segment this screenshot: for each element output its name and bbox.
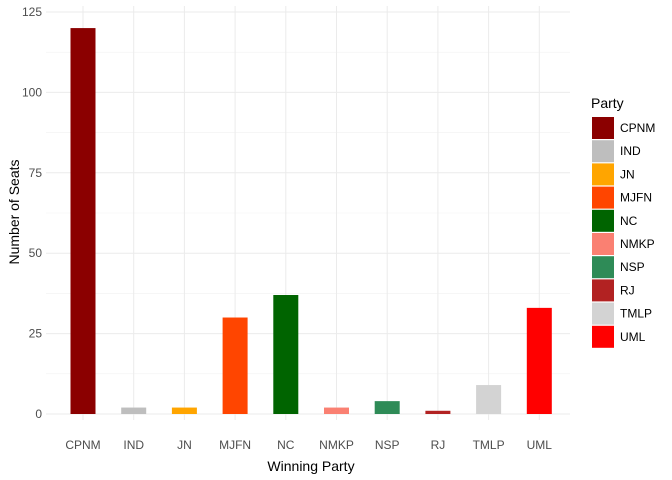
legend-label: NC	[620, 214, 638, 228]
y-tick-label: 125	[22, 5, 42, 19]
legend-key-uml	[592, 325, 614, 348]
legend-label: UML	[620, 330, 646, 344]
gridlines	[46, 6, 570, 420]
x-axis-tick-labels: CPNM IND JN MJFN NC NMKP NSP RJ TMLP UML	[65, 438, 552, 452]
bar-jn	[171, 407, 197, 414]
legend-key-ind	[592, 140, 614, 163]
legend-key-mjfn	[592, 186, 614, 209]
legend-key-nc	[592, 209, 614, 232]
bar-nc	[273, 295, 299, 414]
bar-nmkp	[324, 407, 349, 414]
x-tick-label: CPNM	[65, 438, 100, 452]
legend-label: CPNM	[620, 121, 655, 135]
x-tick-label: NSP	[375, 438, 400, 452]
bar-uml	[526, 307, 552, 414]
legend-key-nmkp	[592, 233, 614, 255]
bar-nsp	[374, 401, 400, 414]
legend: Party CPNM IND JN MJFN NC NMKP NSP RJ TMLP UML	[591, 95, 655, 348]
x-tick-label: NMKP	[319, 438, 354, 452]
legend-key-rj	[592, 279, 614, 302]
bar-ind	[121, 407, 147, 414]
x-axis-title: Winning Party	[267, 458, 354, 474]
y-tick-label: 0	[35, 407, 42, 421]
legend-title: Party	[591, 95, 624, 111]
legend-key-nsp	[592, 256, 614, 279]
y-tick-label: 50	[29, 246, 43, 260]
y-tick-label: 25	[29, 327, 43, 341]
legend-label: IND	[620, 144, 641, 158]
legend-label: MJFN	[620, 191, 652, 205]
y-axis-title: Number of Seats	[6, 159, 22, 264]
y-axis-tick-labels: 0 25 50 75 100 125	[22, 5, 42, 421]
bar-cpnm	[70, 28, 96, 415]
x-tick-label: JN	[177, 438, 192, 452]
x-tick-label: IND	[123, 438, 144, 452]
legend-label: JN	[620, 167, 635, 181]
x-tick-label: MJFN	[219, 438, 251, 452]
bar-tmlp	[476, 385, 502, 414]
y-tick-label: 100	[22, 85, 42, 99]
legend-label: TMLP	[620, 307, 652, 321]
bar-rj	[425, 410, 451, 414]
y-tick-label: 75	[29, 166, 43, 180]
legend-key-cpnm	[592, 117, 614, 139]
x-tick-label: TMLP	[473, 438, 505, 452]
x-tick-label: NC	[277, 438, 295, 452]
x-tick-label: UML	[527, 438, 553, 452]
x-tick-label: RJ	[431, 438, 446, 452]
bar-mjfn	[222, 317, 248, 414]
legend-label: NMKP	[620, 237, 655, 251]
legend-label: NSP	[620, 260, 645, 274]
legend-label: RJ	[620, 283, 635, 297]
legend-key-tmlp	[592, 302, 614, 325]
bars	[70, 28, 552, 415]
legend-key-jn	[592, 163, 614, 186]
